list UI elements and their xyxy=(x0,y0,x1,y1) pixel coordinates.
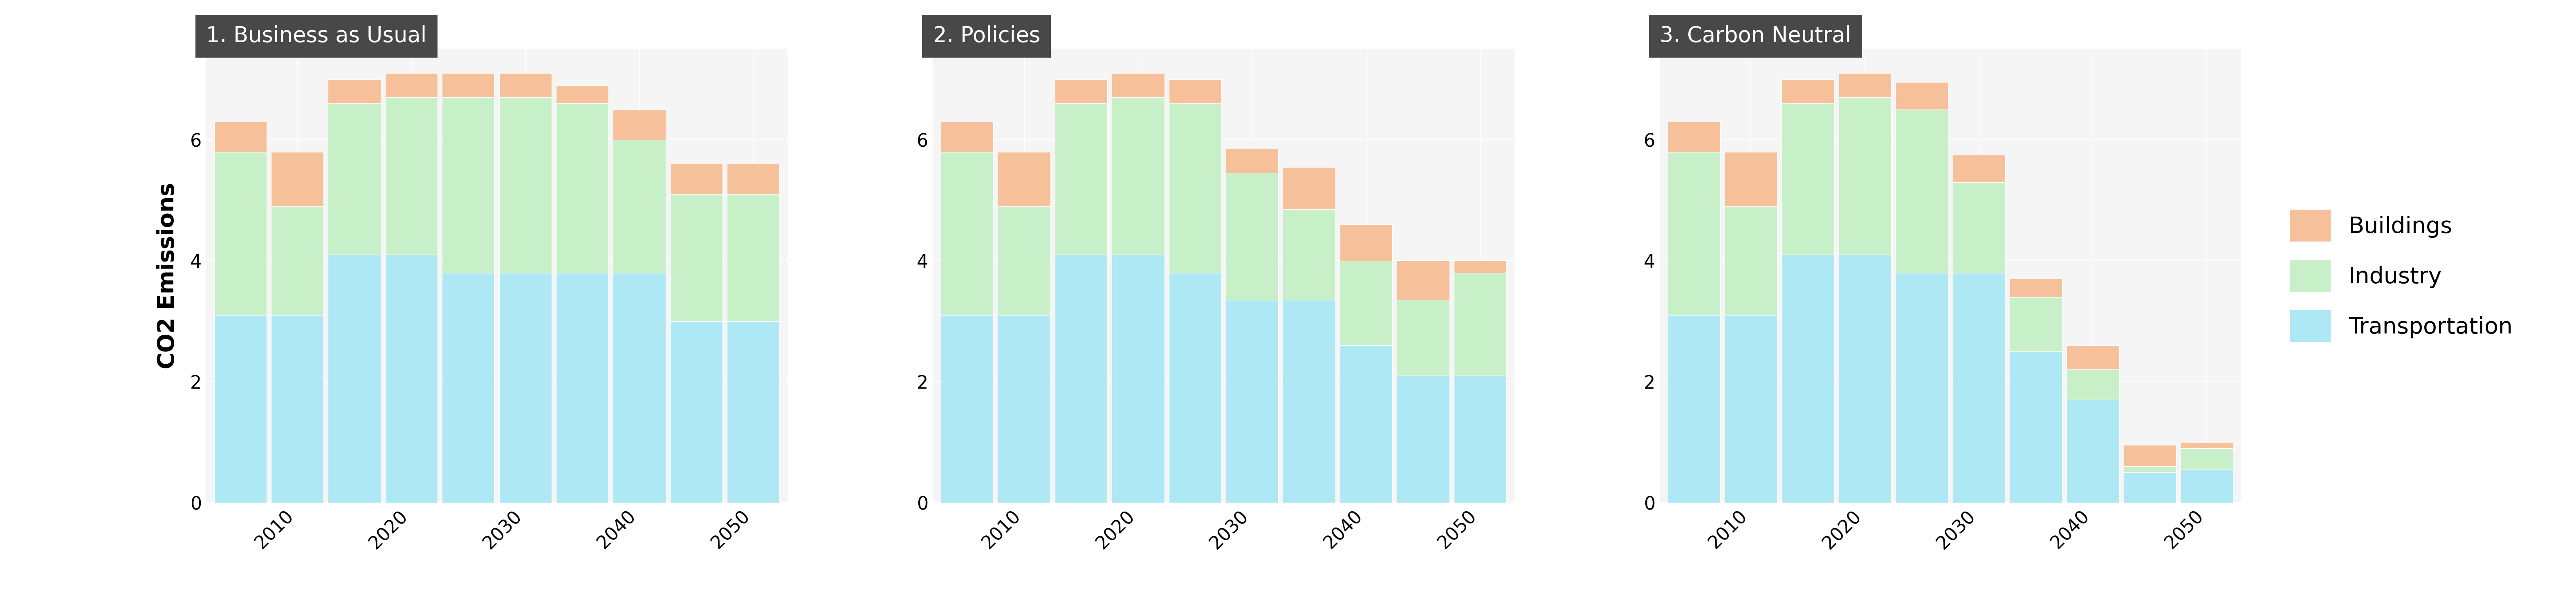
Legend: Buildings, Industry, Transportation: Buildings, Industry, Transportation xyxy=(2277,198,2524,354)
Bar xyxy=(2009,279,2063,297)
Bar xyxy=(1113,73,1164,97)
Bar xyxy=(940,121,994,152)
Bar xyxy=(1783,104,1834,254)
Bar xyxy=(1283,209,1334,300)
Bar xyxy=(1113,254,1164,503)
Bar xyxy=(613,273,665,503)
Bar xyxy=(997,152,1051,207)
Bar xyxy=(327,104,381,254)
Bar xyxy=(2182,470,2233,503)
Bar xyxy=(500,97,551,273)
Bar xyxy=(443,273,495,503)
Bar xyxy=(670,164,721,194)
Bar xyxy=(1839,73,1891,97)
Bar xyxy=(1170,79,1221,104)
Bar xyxy=(2066,370,2120,400)
Text: 1. Business as Usual: 1. Business as Usual xyxy=(206,26,428,47)
Bar xyxy=(1453,376,1507,503)
Text: 2. Policies: 2. Policies xyxy=(933,26,1041,47)
Bar xyxy=(270,315,325,503)
Bar xyxy=(1396,300,1450,376)
Bar xyxy=(670,194,721,321)
Bar xyxy=(214,152,265,315)
Bar xyxy=(1170,104,1221,273)
Bar xyxy=(1726,152,1777,207)
Bar xyxy=(1839,254,1891,503)
Bar xyxy=(214,315,265,503)
Bar xyxy=(1453,273,1507,376)
Bar xyxy=(1396,376,1450,503)
Bar xyxy=(670,321,721,503)
Bar xyxy=(327,254,381,503)
Bar xyxy=(2066,345,2120,370)
Bar xyxy=(1453,261,1507,273)
Bar xyxy=(556,85,608,104)
Bar xyxy=(214,121,265,152)
Bar xyxy=(1340,261,1394,345)
Bar xyxy=(2009,351,2063,503)
Bar xyxy=(270,207,325,315)
Bar xyxy=(1396,261,1450,300)
Bar xyxy=(940,152,994,315)
Bar xyxy=(613,140,665,273)
Bar xyxy=(1054,104,1108,254)
Bar xyxy=(1283,300,1334,503)
Bar xyxy=(384,73,438,97)
Bar xyxy=(997,315,1051,503)
Bar xyxy=(1113,97,1164,254)
Bar xyxy=(327,79,381,104)
Bar xyxy=(1340,224,1394,261)
Bar xyxy=(1953,182,2004,273)
Bar xyxy=(2123,473,2177,503)
Bar xyxy=(500,73,551,97)
Bar xyxy=(2009,297,2063,351)
Bar xyxy=(1896,82,1947,110)
Bar xyxy=(384,254,438,503)
Bar xyxy=(1226,300,1278,503)
Bar xyxy=(556,104,608,273)
Bar xyxy=(1896,110,1947,273)
Bar xyxy=(1054,79,1108,104)
Bar xyxy=(1283,167,1334,209)
Bar xyxy=(500,273,551,503)
Text: 3. Carbon Neutral: 3. Carbon Neutral xyxy=(1659,26,1852,47)
Bar xyxy=(2123,466,2177,473)
Bar xyxy=(1726,315,1777,503)
Bar xyxy=(1340,345,1394,503)
Bar xyxy=(1667,152,1721,315)
Bar xyxy=(2182,442,2233,448)
Bar xyxy=(726,321,781,503)
Bar xyxy=(2123,445,2177,466)
Bar xyxy=(2182,448,2233,470)
Bar xyxy=(443,73,495,97)
Bar xyxy=(2066,400,2120,503)
Bar xyxy=(1953,155,2004,182)
Bar xyxy=(940,315,994,503)
Bar xyxy=(726,194,781,321)
Y-axis label: CO2 Emissions: CO2 Emissions xyxy=(157,183,178,369)
Bar xyxy=(1667,315,1721,503)
Bar xyxy=(1839,97,1891,254)
Bar xyxy=(1726,207,1777,315)
Bar xyxy=(997,207,1051,315)
Bar xyxy=(1054,254,1108,503)
Bar xyxy=(1783,254,1834,503)
Bar xyxy=(384,97,438,254)
Bar xyxy=(1953,273,2004,503)
Bar xyxy=(443,97,495,273)
Bar xyxy=(1226,149,1278,173)
Bar xyxy=(1170,273,1221,503)
Bar xyxy=(270,152,325,207)
Bar xyxy=(1783,79,1834,104)
Bar xyxy=(556,273,608,503)
Bar xyxy=(613,110,665,140)
Bar xyxy=(726,164,781,194)
Bar xyxy=(1667,121,1721,152)
Bar xyxy=(1226,173,1278,300)
Bar xyxy=(1896,273,1947,503)
